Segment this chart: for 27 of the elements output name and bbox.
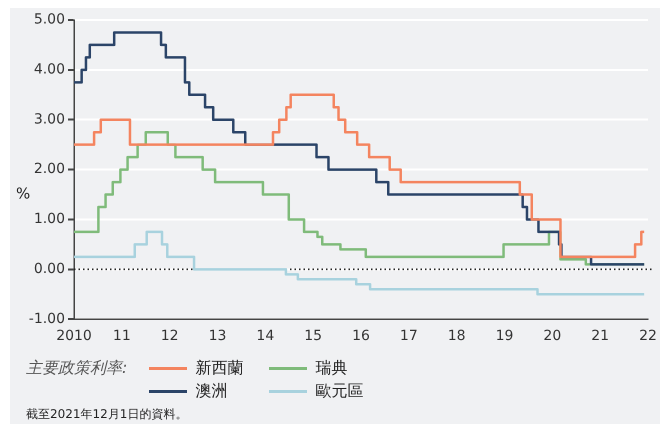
y-tick-label: 2.00 bbox=[34, 161, 65, 178]
y-tick-label: 4.00 bbox=[34, 62, 65, 78]
y-axis-title: % bbox=[16, 184, 30, 202]
legend-label: 新西蘭 bbox=[195, 358, 244, 379]
y-tick-label: -1.00 bbox=[28, 310, 65, 327]
legend-label: 瑞典 bbox=[315, 358, 348, 379]
x-tick-label: 16 bbox=[352, 328, 370, 344]
x-tick-label: 17 bbox=[400, 328, 418, 344]
legend-label: 澳洲 bbox=[195, 381, 228, 402]
x-tick-label: 21 bbox=[591, 328, 610, 344]
text: 截至2021年12月1日的資料。 bbox=[26, 406, 188, 423]
legend-label: 歐元區 bbox=[315, 381, 364, 402]
x-tick-label: 14 bbox=[256, 328, 274, 344]
x-tick-label: 12 bbox=[160, 328, 179, 344]
y-tick-label: 0.00 bbox=[34, 260, 65, 277]
legend-title: 主要政策利率: bbox=[26, 358, 128, 379]
x-tick-label: 11 bbox=[112, 328, 131, 344]
x-tick-label: 2010 bbox=[56, 328, 92, 344]
y-tick-label: 5.00 bbox=[34, 12, 65, 28]
x-tick-label: 13 bbox=[208, 328, 226, 344]
x-tick-label: 22 bbox=[639, 328, 657, 344]
x-tick-label: 20 bbox=[543, 328, 562, 344]
x-tick-label: 15 bbox=[304, 328, 322, 344]
x-tick-label: 18 bbox=[448, 328, 466, 344]
y-tick-label: 1.00 bbox=[34, 211, 65, 228]
y-tick-label: 3.00 bbox=[34, 111, 65, 128]
x-tick-label: 19 bbox=[496, 328, 514, 344]
